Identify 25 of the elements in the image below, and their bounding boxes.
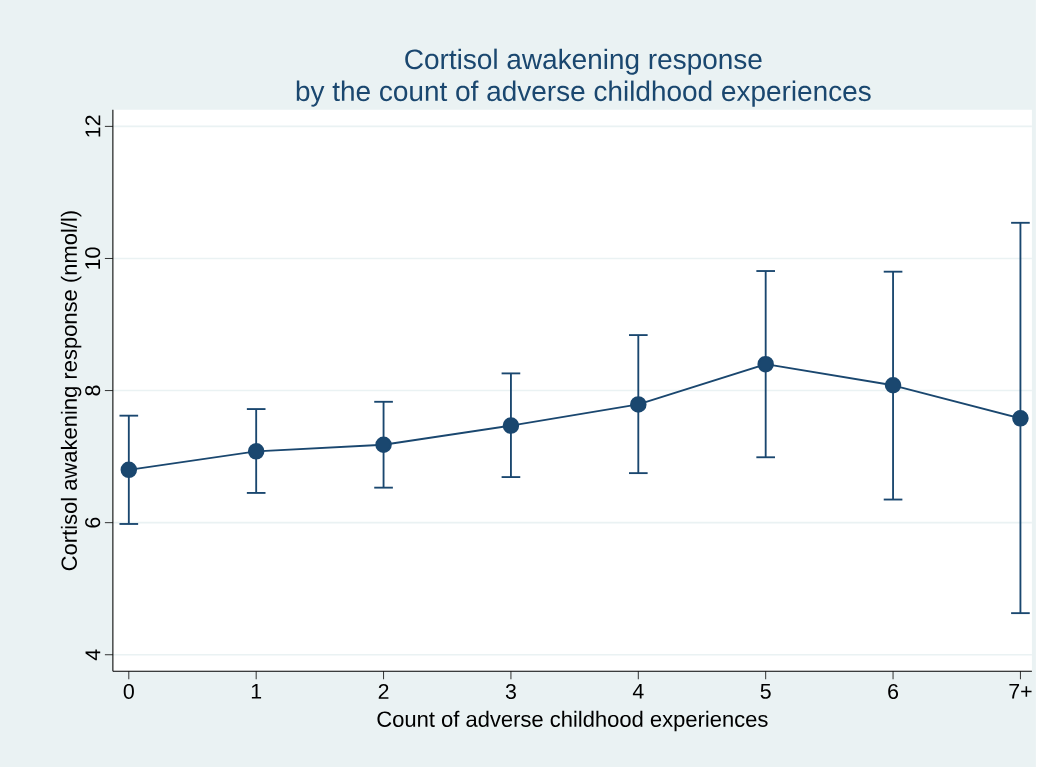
y-axis-title: Cortisol awakening response (nmol/l) bbox=[60, 211, 82, 571]
x-tick-label: 5 bbox=[760, 683, 771, 699]
y-tick-label: 10 bbox=[85, 247, 101, 269]
y-tick-label: 8 bbox=[85, 385, 101, 396]
point bbox=[1012, 409, 1029, 427]
point bbox=[884, 376, 902, 394]
x-tick-label: 2 bbox=[378, 683, 389, 699]
x-tick-label: 3 bbox=[505, 683, 516, 699]
y-tick-label: 6 bbox=[85, 517, 101, 528]
point bbox=[120, 461, 138, 478]
point bbox=[502, 417, 520, 434]
x-axis-title: Count of adverse childhood experiences bbox=[377, 710, 768, 732]
y-tick-label: 4 bbox=[85, 649, 101, 661]
x-tick-label: 1 bbox=[251, 683, 262, 699]
x-tick-label: 7+ bbox=[1009, 683, 1032, 699]
x-tick-label: 0 bbox=[123, 683, 134, 699]
point bbox=[247, 442, 265, 460]
point bbox=[630, 396, 647, 413]
chart-subtitle: by the count of adverse childhood experiences bbox=[296, 80, 871, 107]
chart-title: Cortisol awakening response bbox=[405, 48, 762, 75]
point bbox=[375, 436, 392, 453]
y-tick-label: 12 bbox=[85, 115, 101, 137]
x-tick-label: 4 bbox=[632, 683, 644, 699]
point bbox=[757, 355, 774, 373]
x-tick-label: 6 bbox=[888, 683, 899, 699]
